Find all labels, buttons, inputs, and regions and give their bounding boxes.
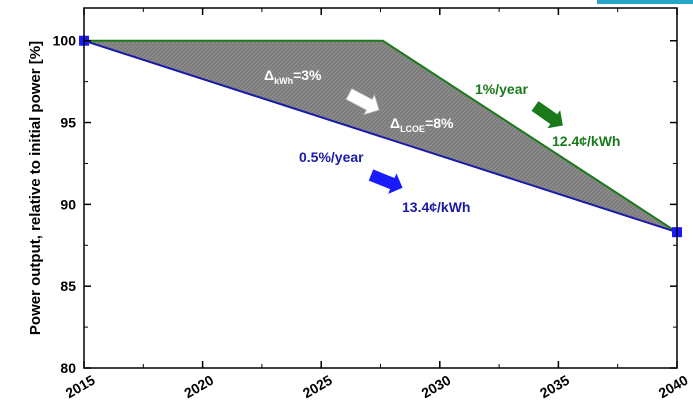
y-axis-title: Power output, relative to initial power … — [27, 41, 44, 335]
y-tick-label: 95 — [60, 115, 76, 131]
series-line-0-5pct — [83, 39, 678, 234]
x-tick-label: 2020 — [181, 372, 216, 402]
delta-kwh-label: ΔkWh=3% — [264, 67, 322, 86]
delta-lcoe-label: ΔLCOE=8% — [390, 115, 454, 134]
y-tick-label: 100 — [53, 33, 77, 49]
y-tick-label: 90 — [60, 196, 76, 212]
white-arrow — [345, 88, 380, 116]
series-line-1pct — [84, 39, 678, 234]
x-tick-label: 2035 — [537, 372, 572, 402]
blue-arrow — [368, 169, 403, 194]
x-tick-label: 2015 — [63, 372, 98, 402]
y-tick-label: 85 — [60, 278, 76, 294]
y-tick-label: 80 — [60, 360, 76, 376]
blue-rate-label: 0.5%/year — [299, 149, 364, 165]
green-arrow — [531, 101, 563, 129]
blue-cost-label: 13.4¢/kWh — [402, 199, 470, 215]
x-tick-label: 2025 — [300, 372, 335, 402]
green-rate-label: 1%/year — [475, 81, 528, 97]
x-tick-label: 2030 — [418, 372, 453, 402]
x-tick-label: 2040 — [656, 372, 691, 402]
green-cost-label: 12.4¢/kWh — [552, 133, 620, 149]
corner-accent-bar — [597, 0, 693, 4]
